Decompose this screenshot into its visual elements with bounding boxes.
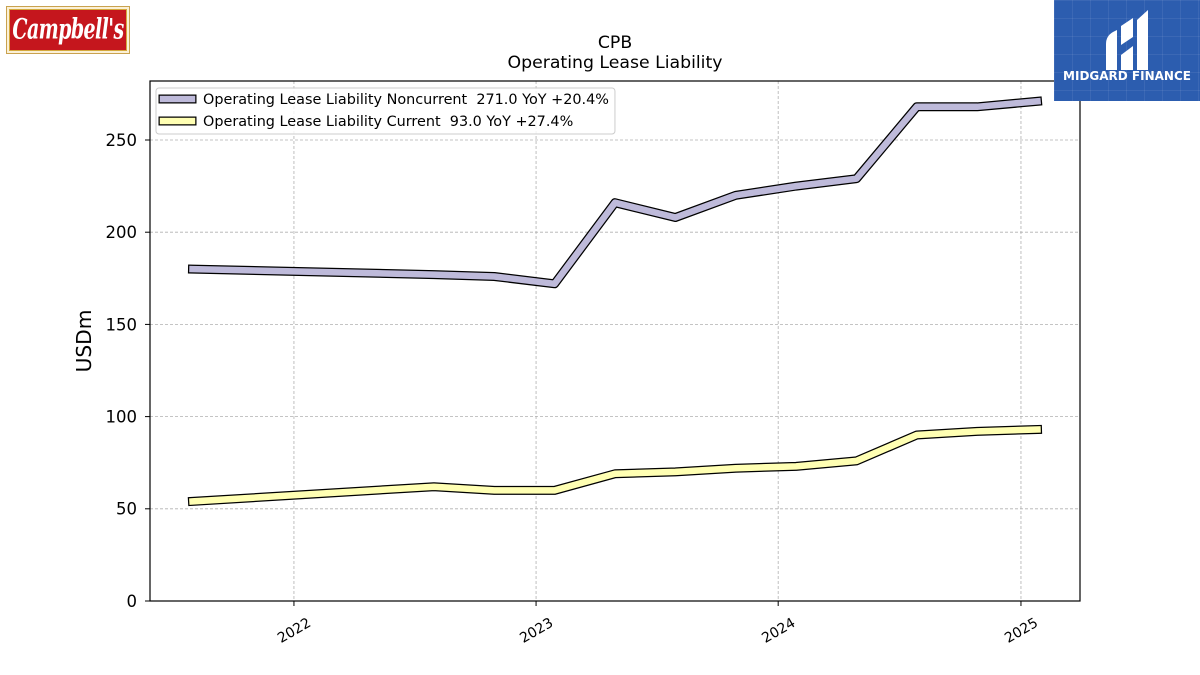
legend-series-name: Operating Lease Liability Current	[203, 114, 441, 130]
series-operating-lease-liability-noncurrent	[187, 96, 1043, 289]
midgard-logo-mark-left	[1106, 30, 1117, 70]
series-line-operating-lease-liability-noncurrent	[189, 97, 1042, 288]
grid	[150, 81, 1080, 601]
chart-subtitle: Operating Lease Liability	[508, 53, 723, 73]
x-tick-label: 2024	[759, 615, 798, 647]
legend-label: Operating Lease Liability Current 93.0 Y…	[203, 114, 573, 130]
series-lines	[187, 96, 1043, 507]
x-tick-label: 2025	[1002, 615, 1041, 647]
legend-latest-value: 271.0	[476, 92, 517, 108]
y-tick-label: 0	[127, 592, 138, 611]
series-line-operating-lease-liability-current	[189, 426, 1041, 505]
x-axis: 2022 2023 2024 2025	[275, 601, 1041, 647]
legend-frame	[155, 87, 616, 135]
campbells-logo-wordmark: Campbell's	[12, 14, 124, 46]
midgard-logo-mark-middle-bottom	[1121, 46, 1133, 70]
campbells-logo: Campbell's	[6, 6, 130, 54]
midgard-logo-mark	[1106, 10, 1148, 70]
y-axis-label: USDm	[72, 310, 96, 373]
legend-series-name: Operating Lease Liability Noncurrent	[203, 92, 468, 108]
legend-latest-value: 93.0	[450, 114, 482, 130]
legend-item-operating-lease-liability-noncurrent: Operating Lease Liability Noncurrent 271…	[158, 92, 609, 108]
legend: Operating Lease Liability Noncurrent 271…	[155, 87, 616, 135]
y-tick-label: 100	[106, 408, 138, 427]
legend-item-operating-lease-liability-current: Operating Lease Liability Current 93.0 Y…	[158, 114, 573, 130]
midgard-finance-logo: MIDGARD FINANCE	[1054, 0, 1200, 101]
legend-yoy-change: YoY +20.4%	[521, 92, 609, 108]
y-tick-label: 50	[116, 500, 137, 519]
y-axis: 0 50 100 150 200 250	[106, 131, 150, 611]
x-tick-label: 2023	[517, 615, 556, 647]
midgard-logo-text: MIDGARD FINANCE	[1063, 69, 1191, 83]
series-operating-lease-liability-current	[187, 424, 1043, 507]
midgard-logo-mark-middle-top	[1121, 18, 1133, 45]
midgard-logo-mark-right	[1137, 10, 1148, 70]
legend-label: Operating Lease Liability Noncurrent 271…	[203, 92, 609, 108]
x-tick-label: 2022	[275, 615, 314, 647]
y-tick-label: 250	[106, 131, 138, 150]
chart-title: CPB	[598, 33, 632, 53]
y-tick-label: 200	[106, 223, 138, 242]
plot-frame	[149, 80, 1081, 602]
legend-yoy-change: YoY +27.4%	[485, 114, 573, 130]
y-tick-label: 150	[106, 315, 138, 334]
